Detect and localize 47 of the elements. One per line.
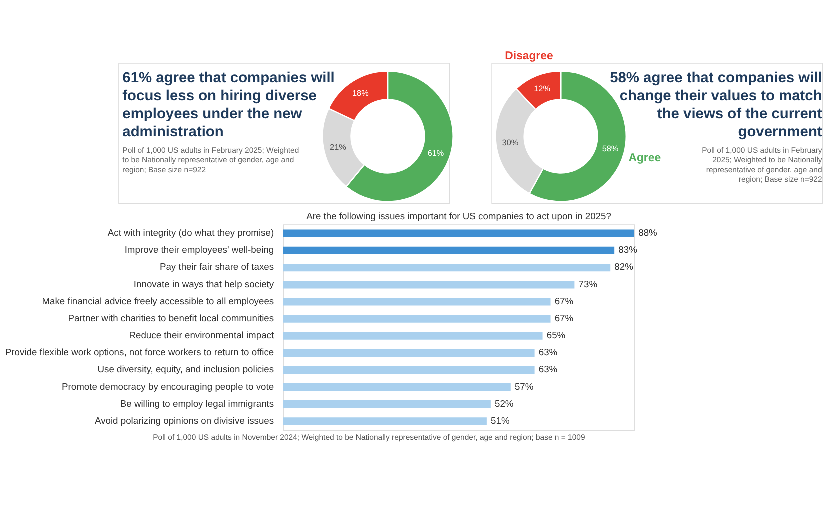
bar — [283, 298, 551, 306]
bar — [283, 281, 575, 289]
y-tick-label: Provide flexible work options, not force workers to return to office — [5, 348, 274, 358]
y-tick-label: Pay their fair share of taxes — [160, 262, 274, 272]
data-label: 52% — [495, 398, 514, 409]
data-label: 67% — [554, 313, 574, 324]
y-tick-label: Be willing to employ legal immigrants — [120, 398, 274, 409]
bar — [283, 383, 511, 392]
slice-label: Disagree — [505, 50, 554, 62]
data-label: 58% — [602, 144, 619, 154]
y-tick-label: Use diversity, equity, and inclusion policies — [98, 364, 274, 375]
data-label: 83% — [618, 245, 638, 256]
y-tick-label: Avoid polarizing opinions on divisive issues — [94, 416, 274, 426]
bar — [283, 400, 491, 408]
bar — [283, 418, 487, 426]
data-label: 57% — [514, 382, 534, 392]
data-label: 63% — [538, 348, 558, 358]
y-tick-label: Promote democracy by encouraging people to vote — [62, 382, 274, 392]
y-tick-label: Partner with charities to benefit local communities — [68, 313, 274, 324]
data-label: 12% — [534, 84, 550, 94]
data-label: 61% — [428, 149, 444, 158]
slice-label: Agree — [628, 152, 662, 164]
data-label: 88% — [638, 228, 658, 238]
data-label: 21% — [330, 143, 346, 152]
y-tick-label: Innovate in ways that help society — [134, 279, 274, 290]
bar — [283, 230, 635, 238]
y-tick-label: Reduce their environmental impact — [129, 330, 274, 341]
data-label: 18% — [352, 88, 369, 98]
data-label: 30% — [502, 138, 519, 148]
data-label: 51% — [491, 416, 510, 426]
bar — [283, 315, 551, 323]
data-label: 73% — [578, 279, 598, 290]
y-tick-label: Make financial advice freely accessible to all employees — [42, 296, 274, 306]
bar — [283, 264, 611, 272]
data-label: 82% — [614, 262, 634, 272]
chart-title: Are the following issues important for US companies to act upon in 2025? — [306, 211, 612, 222]
bar — [283, 366, 535, 374]
bar — [283, 332, 543, 340]
y-tick-label: Improve their employees' well-being — [124, 245, 274, 256]
bar — [283, 349, 535, 357]
data-label: 63% — [538, 364, 558, 375]
data-label: 65% — [546, 330, 566, 341]
text: 58% agree that companies will change their values to match the views of the current government — [610, 70, 822, 141]
text: 61% agree that companies will focus less on hiring diverse employees under the new administration — [122, 70, 335, 141]
y-tick-label: Act with integrity (do what they promise) — [108, 228, 274, 238]
data-label: 67% — [554, 296, 574, 306]
bar — [283, 246, 615, 255]
